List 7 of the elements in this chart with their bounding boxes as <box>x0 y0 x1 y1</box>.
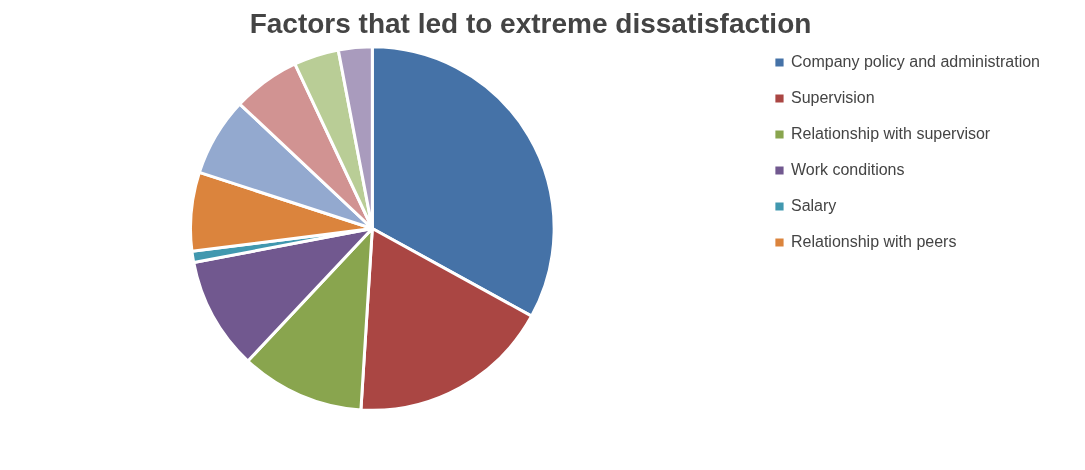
legend-label: Work conditions <box>790 161 905 179</box>
chart-title: Factors that led to extreme dissatisfaction <box>249 7 812 39</box>
legend-label: Relationship with supervisor <box>790 125 991 143</box>
legend-label: Supervision <box>790 89 875 107</box>
legend-label: Relationship with peers <box>790 233 957 251</box>
legend-label: Salary <box>790 197 837 215</box>
legend-label: Company policy and administration <box>790 53 1040 71</box>
